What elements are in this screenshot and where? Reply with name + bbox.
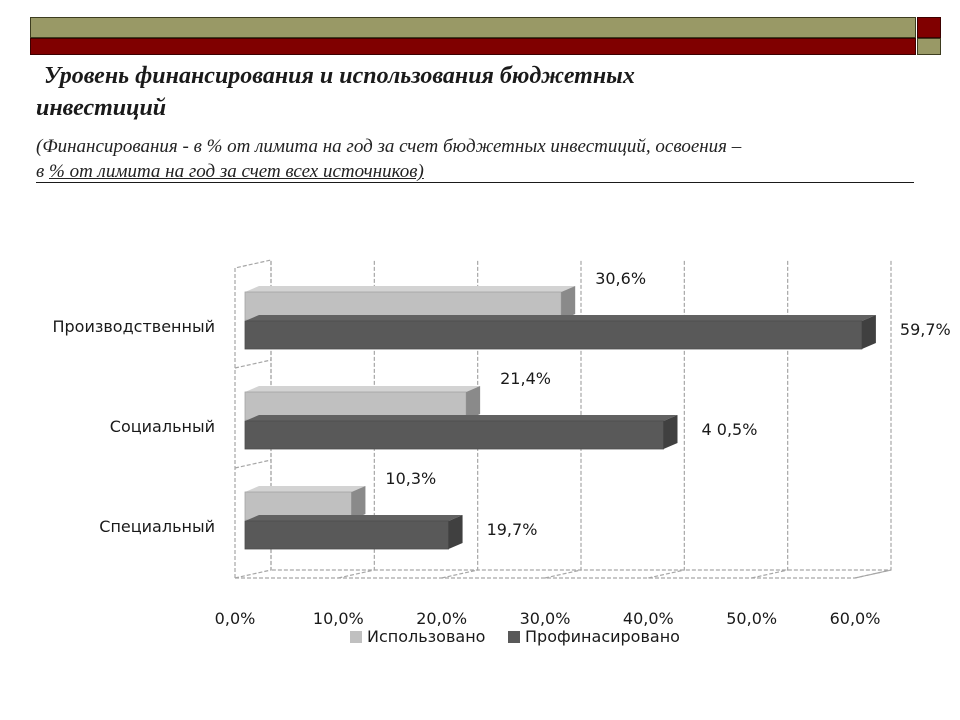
- bar-side-face: [561, 286, 576, 320]
- bar-side-face: [466, 386, 481, 420]
- header-square-maroon: [917, 17, 941, 38]
- legend-swatch: [508, 631, 520, 643]
- category-label: Социальный: [110, 417, 215, 436]
- chart-bars: [244, 286, 876, 550]
- subtitle-line-2-prefix: в: [36, 161, 49, 182]
- x-gridline: [648, 260, 685, 579]
- bar-top-face: [245, 386, 481, 392]
- data-label: 10,3%: [385, 469, 436, 488]
- bar: [244, 320, 863, 350]
- subtitle-line-1: (Финансирования - в % от лимита на год з…: [36, 136, 742, 157]
- x-gridline: [751, 260, 789, 579]
- x-tick-label: 20,0%: [416, 609, 467, 628]
- legend-label: Профинасировано: [525, 627, 680, 646]
- title-line-1: Уровень финансирования и использования б…: [44, 63, 635, 89]
- y-gridline: [234, 359, 272, 369]
- header-square-olive: [917, 38, 941, 55]
- bar-side-face: [663, 415, 678, 449]
- legend-label: Использовано: [367, 627, 485, 646]
- bar-side-face: [351, 486, 366, 520]
- x-gridline: [441, 260, 479, 579]
- category-label: Специальный: [99, 517, 215, 536]
- data-label: 59,7%: [900, 320, 951, 339]
- chart-legend: Использовано Профинасировано: [350, 627, 680, 646]
- x-tick-label: 50,0%: [726, 609, 777, 628]
- subtitle-line-2-underlined: % от лимита на год за счет всех источник…: [49, 161, 424, 182]
- bar-side-face: [448, 515, 463, 549]
- chart-labels: 0,0% 10,0% 20,0% 30,0% 40,0% 50,0% 60,0% Произв…: [52, 269, 950, 628]
- x-gridline: [854, 260, 892, 579]
- chart-grid: [234, 259, 892, 579]
- x-tick-label: 40,0%: [623, 609, 674, 628]
- bar-top-face: [245, 415, 678, 421]
- bar-top-face: [245, 515, 463, 521]
- subtitle-line-2: в % от лимита на год за счет всех источн…: [36, 162, 914, 183]
- x-tick-label: 30,0%: [520, 609, 571, 628]
- slide-subtitle: (Финансирования - в % от лимита на год з…: [36, 134, 926, 184]
- data-label: 30,6%: [595, 269, 646, 288]
- bar: [244, 520, 449, 550]
- category-label: Производственный: [52, 317, 215, 336]
- bar: [244, 420, 664, 450]
- title-line-2: инвестиций: [36, 95, 167, 121]
- x-tick-label: 60,0%: [830, 609, 881, 628]
- data-label: 4 0,5%: [702, 420, 758, 439]
- x-tick-label: 0,0%: [215, 609, 256, 628]
- bar-side-face: [861, 315, 876, 349]
- data-label: 21,4%: [500, 369, 551, 388]
- bar-top-face: [245, 486, 366, 492]
- x-gridline: [338, 260, 375, 579]
- bar-top-face: [245, 315, 876, 321]
- bar-top-face: [245, 286, 576, 292]
- slide-title: Уровень финансирования и использования б…: [36, 60, 916, 124]
- x-tick-label: 10,0%: [313, 609, 364, 628]
- x-gridline: [234, 260, 272, 579]
- y-gridline: [234, 459, 272, 469]
- x-gridline: [544, 260, 582, 579]
- header-band-olive: [30, 17, 916, 38]
- header-band-maroon: [30, 38, 916, 55]
- legend-swatch: [350, 631, 362, 643]
- data-label: 19,7%: [487, 520, 538, 539]
